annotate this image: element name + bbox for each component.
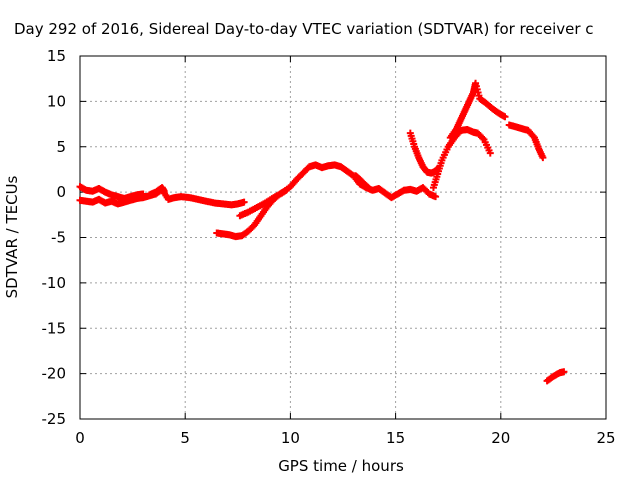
y-tick-label: -15 [42, 319, 67, 337]
data-point [160, 187, 168, 195]
plot-frame [79, 55, 607, 420]
data-point [501, 113, 509, 121]
data-point [539, 154, 547, 162]
y-tick-label: 0 [56, 183, 66, 201]
y-tick-label: 5 [56, 138, 66, 156]
data-points [76, 79, 568, 385]
x-axis-label: GPS time / hours [278, 457, 404, 475]
data-series [429, 126, 494, 192]
data-point [364, 184, 372, 192]
data-series [505, 121, 547, 162]
grid [80, 56, 606, 419]
y-tick-label: 10 [47, 92, 66, 110]
y-tick-label: -5 [51, 229, 66, 247]
data-series [352, 172, 372, 192]
y-axis-label: SDTVAR / TECUs [3, 175, 21, 298]
x-tick-label: 20 [491, 429, 510, 447]
y-tick-label: 15 [47, 47, 66, 65]
y-tick-label: -20 [42, 365, 67, 383]
axis-ticks [79, 55, 607, 420]
data-series [446, 79, 509, 142]
x-tick-label: 25 [596, 429, 615, 447]
data-point [432, 193, 440, 201]
y-tick-labels: 15 10 5 0 -5 -10 -15 -20 -25 [42, 47, 67, 428]
x-tick-label: 5 [180, 429, 190, 447]
x-tick-labels: 0 5 10 15 20 25 [75, 429, 615, 447]
y-tick-label: -25 [42, 410, 67, 428]
data-point [486, 149, 494, 157]
data-series [543, 368, 568, 385]
x-tick-label: 15 [386, 429, 405, 447]
data-point [240, 198, 248, 206]
data-point [479, 134, 487, 142]
y-tick-label: -10 [42, 274, 67, 292]
x-tick-label: 0 [75, 429, 85, 447]
data-series [145, 184, 168, 199]
x-tick-label: 10 [281, 429, 300, 447]
data-point [560, 368, 568, 376]
chart-title: Day 292 of 2016, Sidereal Day-to-day VTE… [14, 20, 594, 38]
